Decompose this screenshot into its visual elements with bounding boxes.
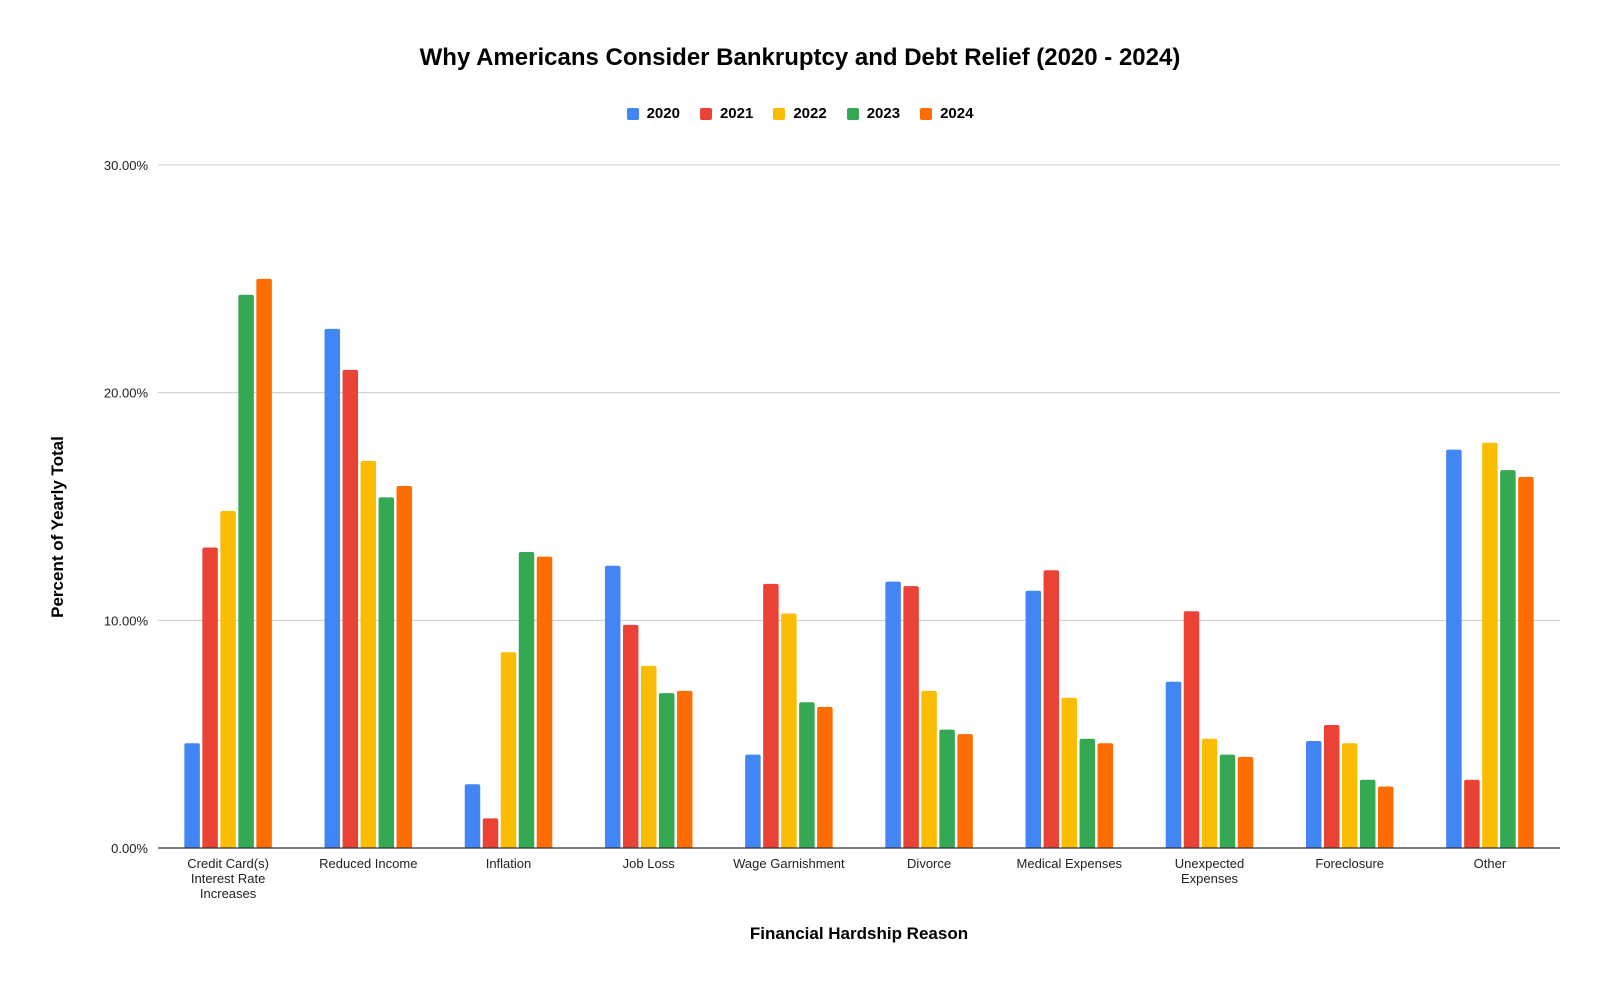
- x-category-label-line: Interest Rate: [191, 871, 265, 886]
- bar-2023: [378, 497, 395, 848]
- legend-label-2022: 2022: [793, 105, 827, 122]
- x-category-label-line: Wage Garnishment: [733, 856, 845, 871]
- bar-2024: [536, 556, 553, 848]
- bar-2020: [1446, 449, 1462, 848]
- bar-2024: [396, 486, 413, 848]
- bar-2024: [1237, 756, 1254, 848]
- bar-2022: [640, 665, 657, 848]
- legend: 2020 2021 2022 2023 2024: [0, 105, 1600, 122]
- y-axis-title: Percent of Yearly Total: [48, 436, 67, 618]
- x-category-label-line: Foreclosure: [1315, 856, 1384, 871]
- bar-2020: [1025, 590, 1042, 848]
- legend-swatch-2023: [846, 107, 859, 120]
- bar-2023: [1500, 470, 1516, 848]
- chart-title: Why Americans Consider Bankruptcy and De…: [419, 44, 1181, 71]
- legend-label-2023: 2023: [866, 105, 901, 122]
- bar-2022: [1482, 442, 1498, 848]
- legend-label-2021: 2021: [719, 105, 754, 122]
- bar-2021: [622, 624, 639, 848]
- legend-swatch-2020: [626, 107, 639, 120]
- x-category-label-line: Expenses: [1181, 871, 1239, 886]
- bar-2024: [1518, 476, 1534, 848]
- legend-item-2020: 2020: [626, 105, 680, 122]
- legend-label-2020: 2020: [646, 105, 680, 122]
- legend-swatch-2021: [699, 107, 712, 120]
- bar-2022: [1201, 738, 1218, 848]
- x-category-label: Foreclosure: [1315, 856, 1384, 871]
- x-category-label: Inflation: [486, 856, 532, 871]
- bar-2023: [1219, 754, 1236, 848]
- x-category-label-line: Divorce: [907, 856, 951, 871]
- bar-2022: [1061, 697, 1078, 848]
- bar-2021: [1183, 611, 1200, 848]
- bar-2021: [1043, 570, 1060, 848]
- bar-2022: [781, 613, 797, 848]
- bar-2023: [1359, 779, 1376, 848]
- x-category-label-line: Unexpected: [1175, 856, 1244, 871]
- x-axis-title: Financial Hardship Reason: [749, 924, 969, 943]
- bar-2021: [903, 586, 919, 848]
- bar-2023: [518, 552, 535, 848]
- x-category-label-line: Other: [1474, 856, 1507, 871]
- x-category-label: Reduced Income: [319, 856, 417, 871]
- bar-2020: [324, 328, 341, 848]
- bar-2020: [184, 743, 200, 848]
- x-category-label: Other: [1474, 856, 1507, 871]
- bar-2020: [885, 581, 901, 848]
- bar-2022: [220, 511, 236, 848]
- bar-2020: [464, 784, 481, 848]
- y-tick-label: 30.00%: [104, 158, 149, 173]
- y-tick-label: 10.00%: [104, 613, 149, 628]
- bar-2021: [482, 818, 499, 848]
- bar-2022: [360, 460, 377, 848]
- legend-swatch-2022: [773, 107, 786, 120]
- bar-2024: [1377, 786, 1394, 848]
- bar-2021: [202, 547, 218, 848]
- bar-2023: [238, 294, 254, 848]
- legend-item-2022: 2022: [773, 105, 827, 122]
- x-category-label: Credit Card(s) Interest Rate Increases: [187, 856, 269, 901]
- legend-item-2023: 2023: [846, 105, 901, 122]
- x-category-label-line: Job Loss: [623, 856, 676, 871]
- bar-2020: [1165, 681, 1182, 848]
- bar-2022: [1341, 743, 1358, 848]
- x-category-label-line: Inflation: [486, 856, 532, 871]
- bar-2020: [1305, 740, 1322, 848]
- x-category-label-line: Increases: [200, 886, 257, 901]
- bar-2022: [921, 690, 937, 848]
- bar-2020: [745, 754, 761, 848]
- bar-2023: [799, 702, 815, 848]
- bar-2023: [939, 729, 955, 848]
- x-category-label: Job Loss: [623, 856, 676, 871]
- x-category-label-line: Credit Card(s): [187, 856, 269, 871]
- legend-item-2024: 2024: [920, 105, 973, 122]
- y-tick-label: 20.00%: [104, 386, 149, 401]
- x-category-label: Unexpected Expenses: [1175, 856, 1244, 886]
- x-category-label: Wage Garnishment: [733, 856, 845, 871]
- bar-2023: [658, 693, 675, 848]
- bar-2021: [1464, 779, 1480, 848]
- bar-2021: [342, 369, 359, 848]
- bar-2024: [957, 734, 973, 848]
- legend-swatch-2024: [920, 107, 933, 120]
- bar-2024: [256, 278, 272, 848]
- x-category-label: Divorce: [907, 856, 951, 871]
- bar-2021: [1323, 725, 1340, 848]
- bar-2021: [763, 583, 779, 848]
- x-category-label: Medical Expenses: [1017, 856, 1123, 871]
- bar-2024: [1097, 743, 1114, 848]
- x-category-label-line: Medical Expenses: [1017, 856, 1123, 871]
- legend-item-2021: 2021: [699, 105, 754, 122]
- bar-2023: [1079, 738, 1096, 848]
- legend-label-2024: 2024: [940, 105, 974, 122]
- bar-2020: [604, 565, 621, 848]
- bar-2024: [817, 706, 833, 848]
- bar-2022: [500, 652, 517, 848]
- bar-2024: [676, 690, 693, 848]
- y-tick-label: 0.00%: [111, 841, 148, 856]
- x-category-label-line: Reduced Income: [319, 856, 417, 871]
